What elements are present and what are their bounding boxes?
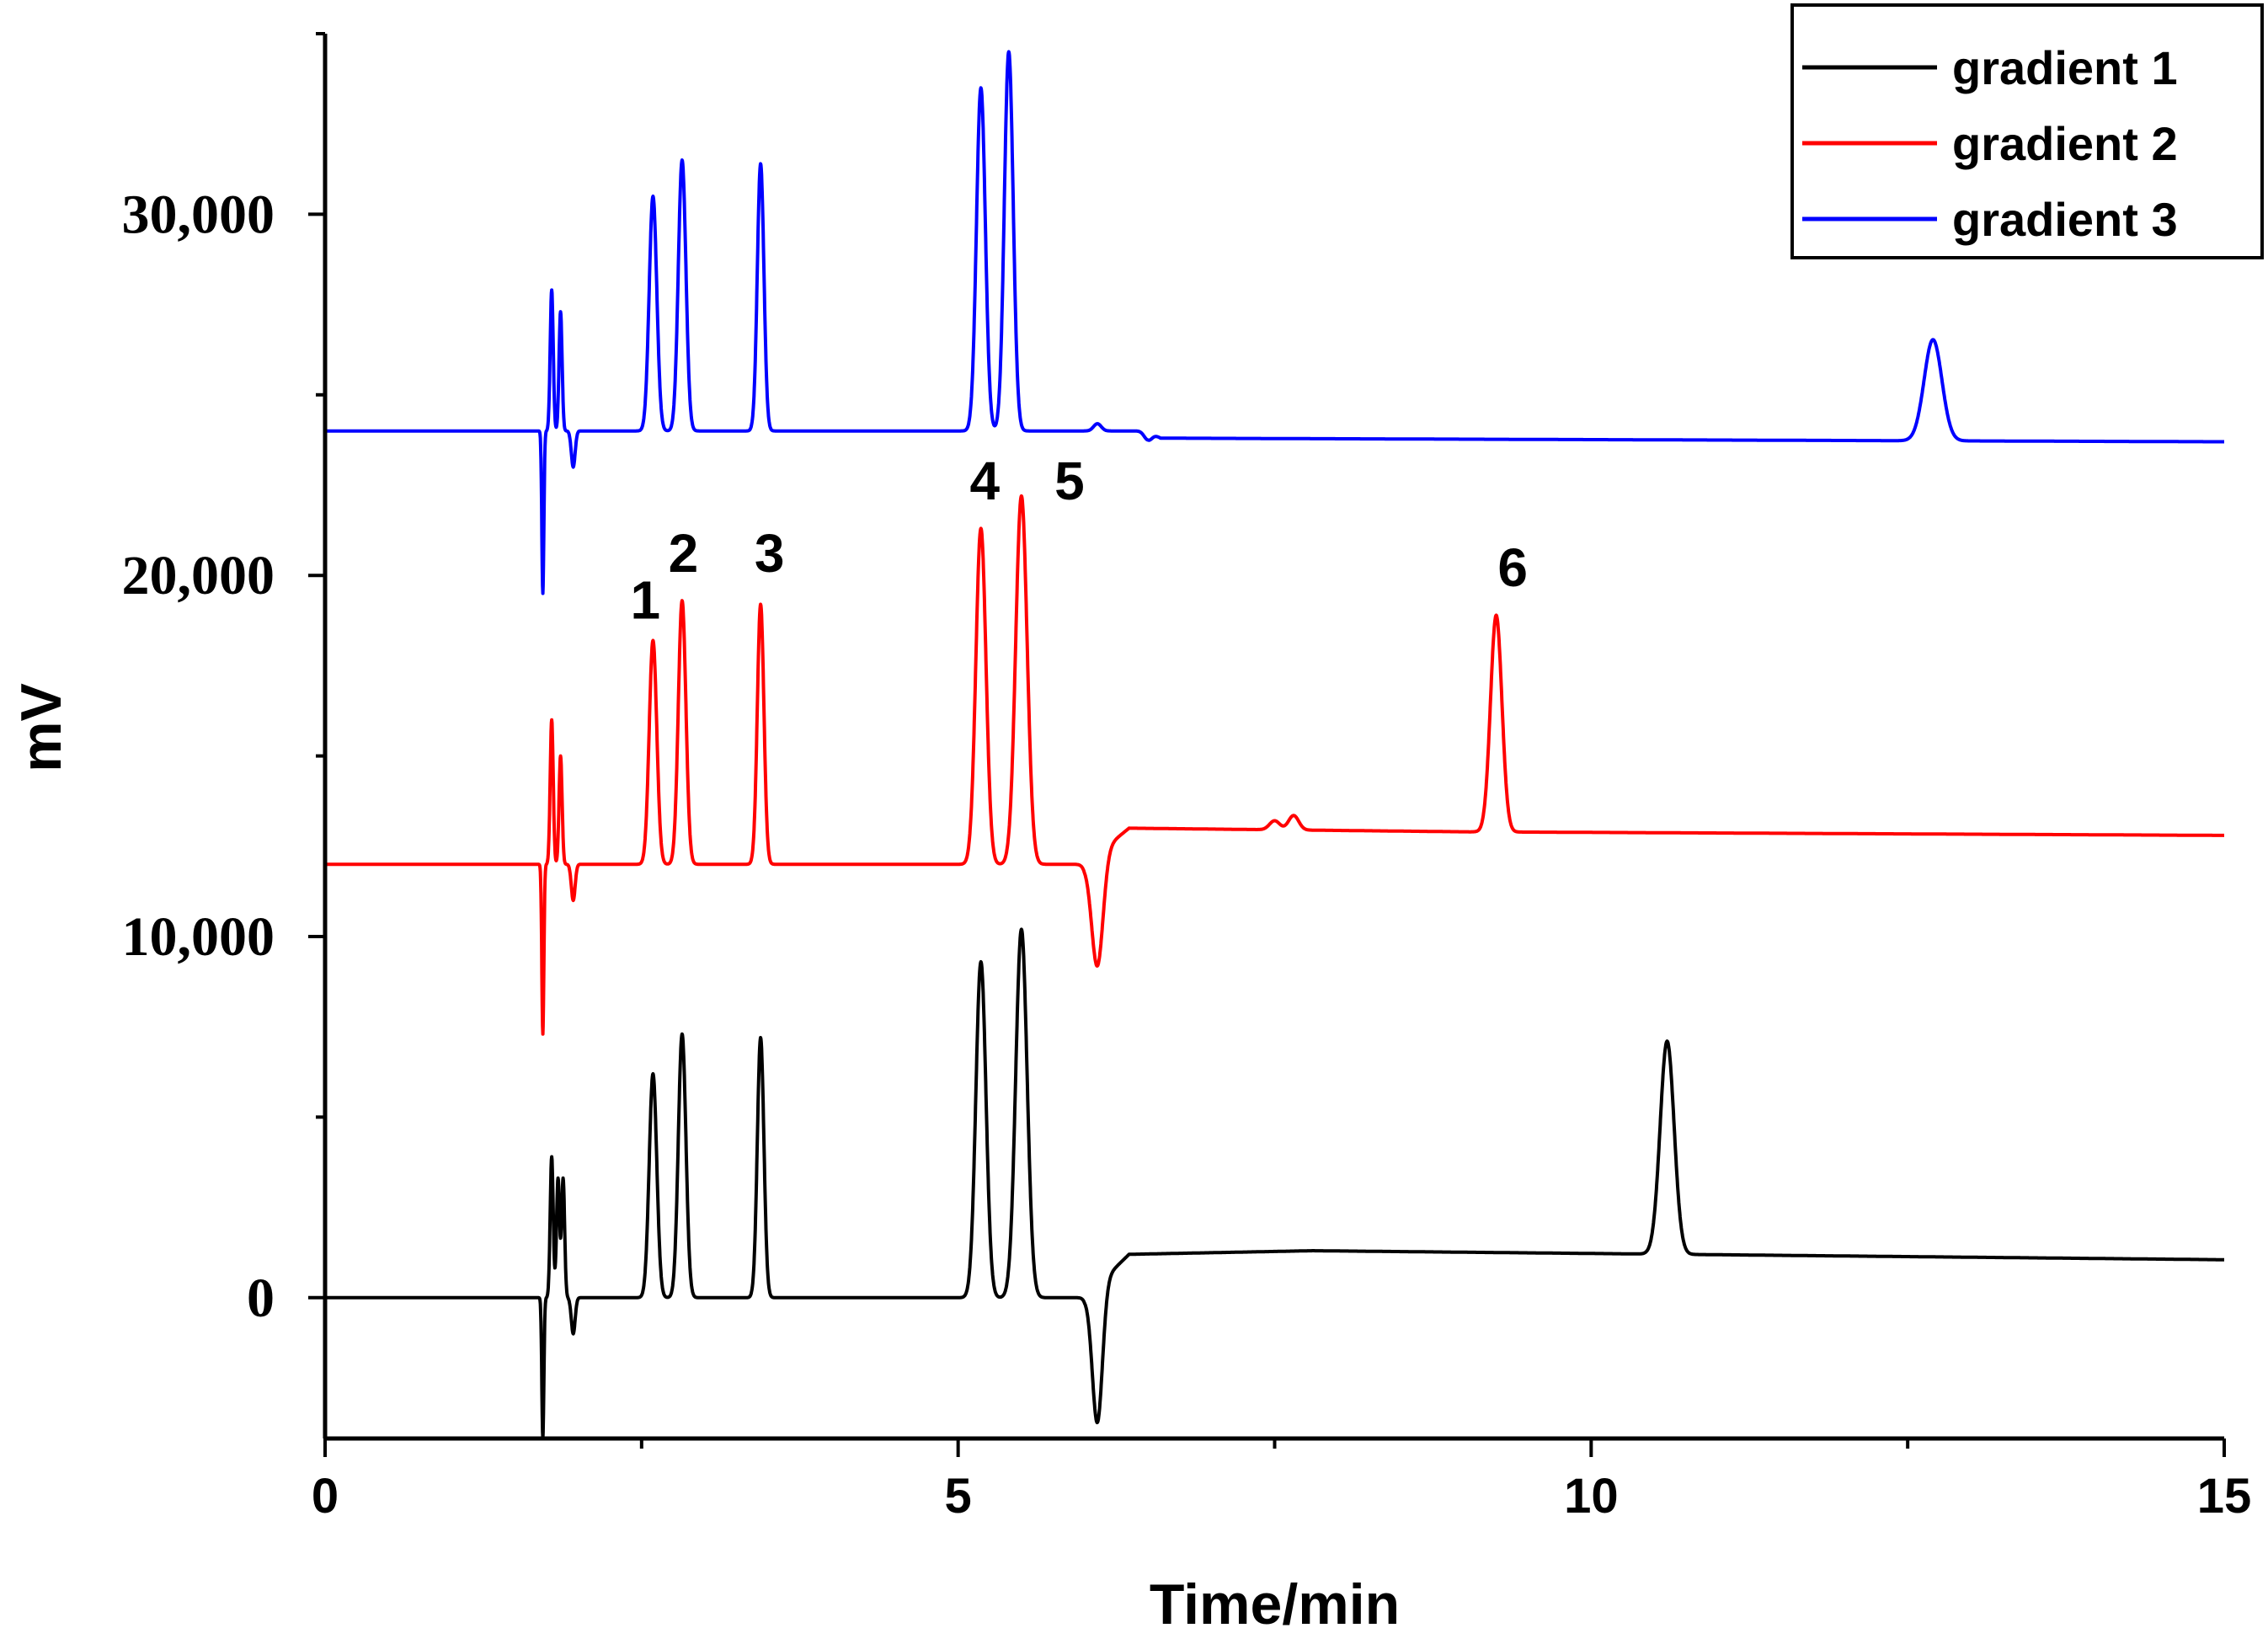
series-line-1 [323,927,2226,1440]
peak-label-1: 1 [631,570,661,631]
peak-label-4: 4 [969,451,1000,511]
y-tick-label: 0 [247,1268,275,1329]
series-line-3 [323,50,2226,595]
legend: gradient 1 gradient 2 gradient 3 [1790,3,2264,259]
series-line-2 [323,494,2226,1036]
series-lines [323,50,2226,1440]
x-axis-title: Time/min [1150,1572,1400,1636]
y-tick-label: 30,000 [122,184,275,245]
x-tick-label: 10 [1564,1469,1619,1524]
legend-box [1790,3,2264,259]
y-tick-label: 10,000 [122,906,275,968]
peak-label-6: 6 [1497,537,1528,598]
x-tick-label: 5 [945,1469,972,1524]
legend-label-2: gradient 2 [1952,117,2178,170]
peak-label-2: 2 [669,523,699,584]
x-tick-label: 0 [312,1469,339,1524]
legend-label-3: gradient 3 [1952,193,2178,246]
y-tick-label: 20,000 [122,545,275,606]
y-axis-title: mV [9,683,73,772]
peak-annotations: 12 3 4 5 6 [631,451,1528,631]
peak-label-3: 3 [755,523,785,584]
x-tick-label: 15 [2197,1469,2252,1524]
peak-label-5: 5 [1054,451,1085,511]
legend-label-1: gradient 1 [1952,41,2178,94]
